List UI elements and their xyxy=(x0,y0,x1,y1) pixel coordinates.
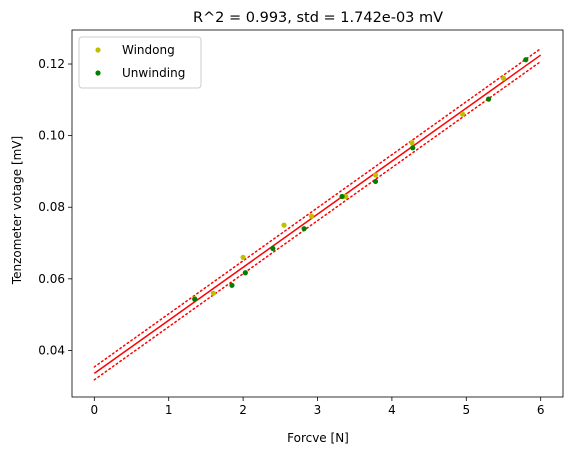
legend: Windong Unwinding xyxy=(78,36,202,89)
y-axis-ticks: 0.04 0.06 0.08 0.10 0.12 xyxy=(38,57,72,357)
point-windong xyxy=(500,75,507,81)
point-unwinding xyxy=(229,282,235,288)
legend-swatch-unwinding xyxy=(95,70,101,76)
point-windong xyxy=(281,222,287,228)
point-windong xyxy=(240,254,246,260)
fit-lines xyxy=(93,47,542,381)
x-tick-label: 3 xyxy=(314,403,322,417)
point-unwinding xyxy=(339,193,345,200)
y-axis-label: Tenzometer votage [mV] xyxy=(10,136,24,285)
plot-area xyxy=(93,47,542,381)
x-tick-label: 1 xyxy=(165,403,173,417)
legend-label-windong: Windong xyxy=(122,43,175,57)
point-windong xyxy=(343,193,349,200)
fit-band-upper xyxy=(93,47,542,368)
point-windong xyxy=(308,213,315,219)
point-unwinding xyxy=(242,270,248,276)
x-tick-label: 0 xyxy=(90,403,98,417)
point-unwinding xyxy=(192,296,198,302)
point-windong xyxy=(372,172,379,178)
point-unwinding xyxy=(410,145,416,151)
x-tick-label: 2 xyxy=(239,403,247,417)
x-axis-label: Forcve [N] xyxy=(287,431,349,445)
x-axis-ticks: 0 1 2 3 4 5 6 xyxy=(90,397,545,417)
point-unwinding xyxy=(270,245,276,252)
point-windong xyxy=(459,111,466,117)
y-tick-label: 0.08 xyxy=(38,200,65,214)
fit-line xyxy=(93,54,542,374)
y-tick-label: 0.10 xyxy=(38,129,65,143)
chart-title: R^2 = 0.993, std = 1.742e-03 mV xyxy=(193,10,443,26)
point-windong xyxy=(210,290,216,296)
point-unwinding xyxy=(372,178,379,185)
y-tick-label: 0.12 xyxy=(38,57,65,71)
point-windong xyxy=(409,140,415,146)
point-unwinding xyxy=(523,57,529,63)
x-tick-label: 4 xyxy=(388,403,396,417)
data-points xyxy=(192,57,529,302)
y-tick-label: 0.04 xyxy=(38,343,65,357)
legend-label-unwinding: Unwinding xyxy=(122,66,185,80)
legend-swatch-windong xyxy=(95,47,101,53)
x-tick-label: 5 xyxy=(462,403,470,417)
x-tick-label: 6 xyxy=(537,403,545,417)
fit-band-lower xyxy=(93,60,542,381)
legend-box xyxy=(78,36,202,89)
point-unwinding xyxy=(486,96,492,102)
y-tick-label: 0.06 xyxy=(38,272,65,286)
point-unwinding xyxy=(301,226,307,232)
